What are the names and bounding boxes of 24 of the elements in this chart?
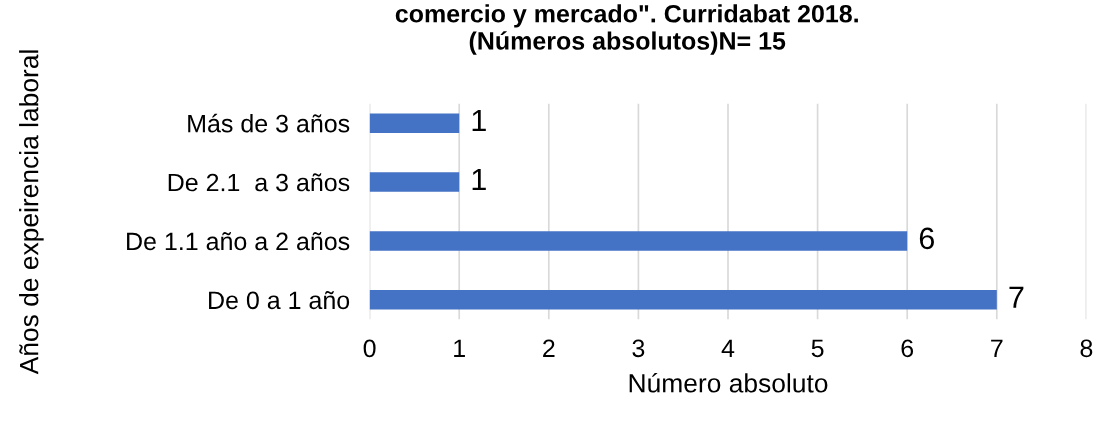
x-tick-label: 6 — [901, 339, 914, 358]
x-tick-label: 7 — [991, 339, 1003, 357]
chart-title: comercio y mercado". Curridabat 2018. (Números absolutos)N= 15 — [395, 4, 858, 55]
data-label: 6 — [919, 227, 934, 250]
x-axis-title: Número absoluto — [629, 372, 828, 393]
x-tick-label: 3 — [632, 339, 645, 358]
y-tick-label: Más de 3 años — [188, 113, 350, 133]
x-tick-label: 1 — [454, 339, 465, 357]
data-label: 7 — [1009, 286, 1024, 308]
y-tick-label: De 2.1 a 3 años — [168, 173, 350, 192]
bar — [369, 172, 460, 192]
bar — [369, 231, 908, 251]
x-tick-label: 8 — [1080, 339, 1093, 358]
data-label: 1 — [472, 168, 486, 190]
bar — [369, 290, 997, 310]
y-tick-label: De 0 a 1 año — [209, 290, 350, 310]
x-tick-label: 2 — [543, 339, 555, 357]
y-axis-title: Años de expeirencia laboral — [19, 50, 44, 375]
x-tick-label: 0 — [363, 339, 376, 358]
data-label: 1 — [472, 110, 486, 132]
bar — [369, 113, 460, 133]
y-tick-label: De 1.1 año a 2 años — [127, 232, 350, 251]
x-tick-label: 4 — [721, 339, 735, 357]
x-tick-label: 5 — [811, 339, 824, 358]
